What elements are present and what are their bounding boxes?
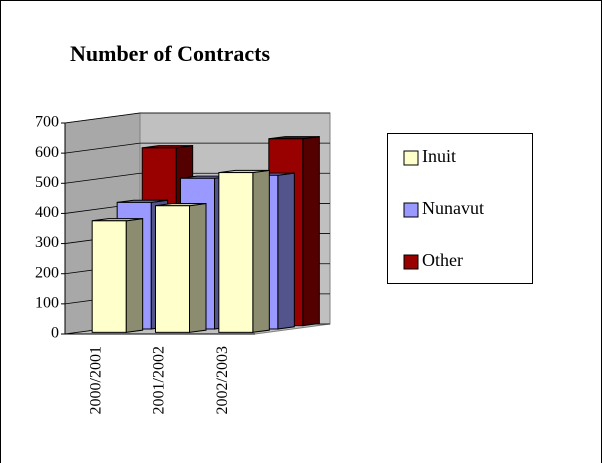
y-tick-label: 700 xyxy=(35,114,59,131)
x-tick-label: 2000/2001 xyxy=(87,346,104,414)
bar-side xyxy=(189,202,207,333)
bar-side xyxy=(125,218,144,333)
y-tick-label: 300 xyxy=(35,234,59,251)
y-tick-label: 0 xyxy=(51,325,59,342)
bar-front xyxy=(218,172,254,333)
bar-side xyxy=(252,169,270,333)
y-tick-label: 500 xyxy=(35,174,59,191)
bar-side xyxy=(302,136,320,327)
bar xyxy=(91,218,144,333)
grid-line xyxy=(64,142,330,154)
x-tick-label: 2002/2003 xyxy=(214,346,231,414)
legend-swatch xyxy=(403,254,419,270)
x-tick-label: 2001/2002 xyxy=(151,346,168,414)
grid-line xyxy=(64,112,330,124)
legend-label: Nunavut xyxy=(422,198,484,218)
y-tick-label: 400 xyxy=(35,204,59,221)
bar xyxy=(155,202,207,333)
bar-side xyxy=(277,172,295,330)
bar-front xyxy=(155,205,190,333)
bar-front xyxy=(91,220,127,333)
legend-label: Other xyxy=(422,250,463,270)
y-tick-label: 600 xyxy=(35,144,59,161)
bar xyxy=(218,169,270,333)
legend-swatch xyxy=(403,150,419,166)
y-tick-label: 100 xyxy=(35,295,59,312)
chart-title: Number of Contracts xyxy=(70,41,270,66)
legend-swatch xyxy=(403,202,419,218)
y-tick-label: 200 xyxy=(35,264,59,281)
legend-label: Inuit xyxy=(422,146,456,166)
